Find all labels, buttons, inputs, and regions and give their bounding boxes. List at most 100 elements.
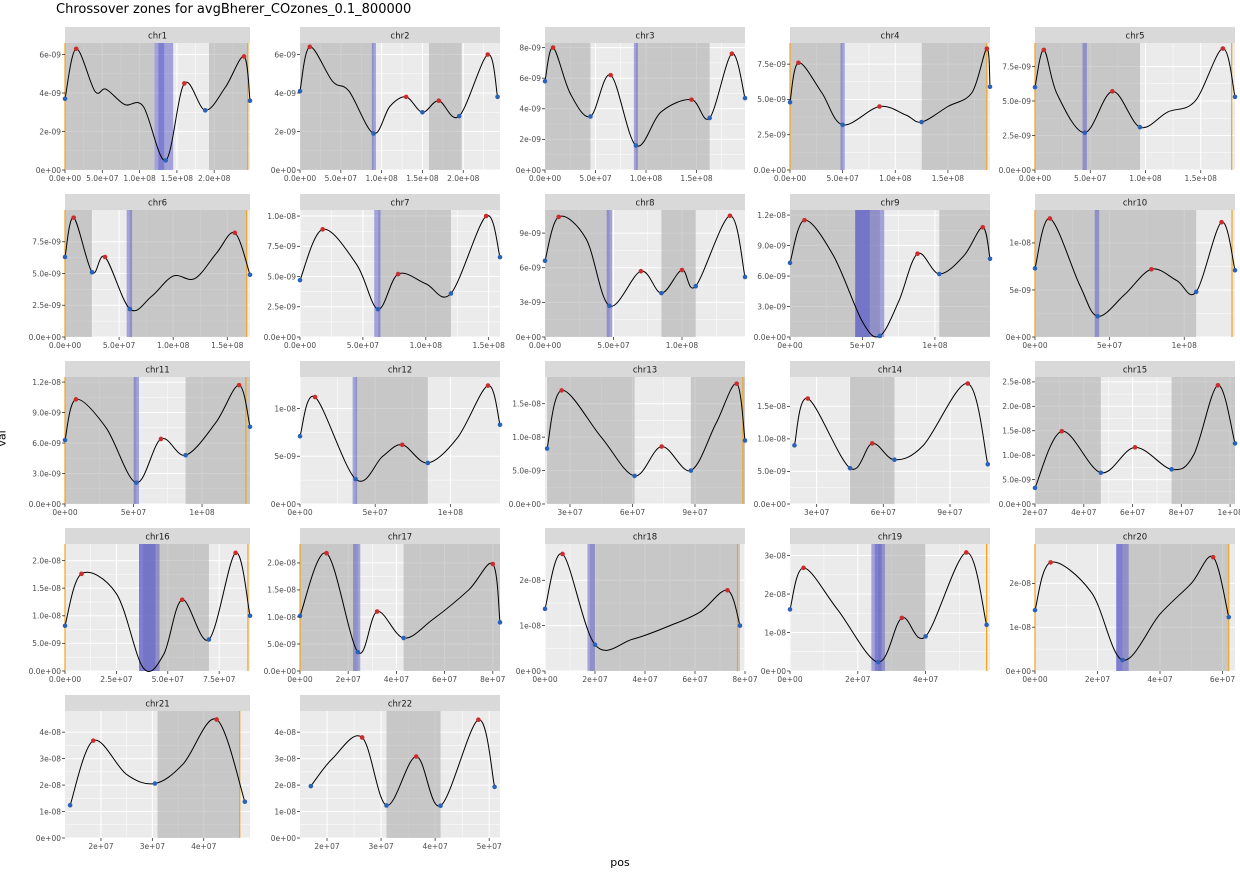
x-tick-label: 4e+07 — [913, 675, 938, 684]
x-tick-label: 1.5e+08 — [161, 174, 194, 183]
y-tick-label: 5.0e-09 — [1002, 97, 1031, 106]
min-point — [242, 799, 248, 805]
y-tick-label: 0e+00 — [516, 333, 541, 342]
crossover-zone — [386, 711, 441, 838]
x-tick-label: 1.0e+08 — [157, 341, 190, 350]
facet-chr7: chr7 0.0e+00 5.0e+07 1.0e+08 1.5e+08 0.0e+00 2… — [264, 194, 505, 350]
x-tick-label: 2e+07 — [1022, 508, 1047, 517]
min-point — [495, 94, 500, 100]
x-tick-label: 0e+00 — [52, 508, 77, 517]
facet-strip — [300, 695, 500, 711]
min-point — [847, 465, 853, 471]
x-tick-label: 2e+07 — [1085, 675, 1110, 684]
y-tick-label: 4e-09 — [39, 89, 61, 98]
blue-zone — [1116, 544, 1123, 671]
min-point — [1032, 607, 1038, 613]
x-tick-label: 2e+07 — [88, 842, 113, 851]
series-line — [544, 215, 746, 307]
min-point — [1082, 130, 1088, 136]
y-tick-label: 4e-09 — [274, 89, 296, 98]
chart-title: Chrossover zones for avgBherer_COzones_0… — [56, 2, 412, 17]
max-point — [1215, 383, 1221, 388]
y-tick-label: 0e+00 — [271, 166, 296, 175]
facet-chr19: chr19 0e+00 2e+07 4e+07 0e+00 1e-08 2e-08 3e-08 — [761, 528, 990, 684]
x-tick-label: 5.0e+07 — [597, 341, 630, 350]
y-tick-label: 3e-08 — [274, 754, 296, 763]
min-point — [742, 438, 748, 443]
x-tick-label: 5.0e+07 — [1074, 174, 1107, 183]
x-tick-label: 3e+07 — [804, 508, 829, 517]
max-point — [90, 738, 96, 743]
max-point — [403, 94, 409, 100]
facet-strip — [1035, 361, 1235, 377]
min-point — [693, 283, 698, 289]
y-tick-label: 1.0e-08 — [1002, 451, 1031, 460]
min-point — [247, 98, 253, 104]
blue-zone — [353, 544, 361, 671]
min-point — [89, 269, 95, 275]
y-tick-label: 6.0e-09 — [32, 439, 61, 448]
y-tick-label: 0.0e+00 — [509, 500, 542, 509]
y-tick-label: 5.0e-09 — [267, 272, 296, 281]
y-tick-label: 7.5e-09 — [267, 242, 296, 251]
x-tick-label: 1.5e+08 — [932, 174, 965, 183]
y-tick-label: 2e-08 — [519, 576, 541, 585]
facet-strip-label: chr19 — [878, 533, 902, 543]
x-tick-label: 0e+00 — [287, 508, 312, 517]
min-point — [787, 260, 793, 266]
x-tick-label: 0.0e+00 — [49, 341, 82, 350]
max-point — [1132, 445, 1138, 450]
y-tick-label: 6e-09 — [519, 74, 541, 83]
crossover-zone — [65, 377, 137, 504]
y-tick-label: 0.0e+00 — [999, 166, 1032, 175]
y-tick-label: 1.0e-08 — [267, 212, 296, 221]
min-point — [1137, 124, 1143, 130]
y-tick-label: 2e-08 — [764, 590, 786, 599]
y-tick-label: 0.0e+00 — [264, 333, 297, 342]
facet-strip — [1035, 528, 1235, 544]
facet-strip-label: chr4 — [881, 32, 900, 42]
facet-strip-label: chr6 — [148, 199, 167, 209]
min-point — [987, 84, 993, 90]
x-tick-label: 0.0e+00 — [529, 341, 562, 350]
min-point — [632, 473, 637, 479]
min-point — [497, 422, 503, 428]
x-tick-label: 3e+07 — [557, 508, 582, 517]
max-point — [233, 550, 238, 556]
blue-zone — [606, 210, 613, 337]
y-tick-label: 0.0e+00 — [754, 166, 787, 175]
crossover-zone — [1171, 377, 1235, 504]
x-tick-label: 1.0e+08 — [1129, 174, 1162, 183]
crossover-zone — [939, 210, 990, 337]
min-point — [420, 109, 425, 115]
blue-zone — [126, 210, 133, 337]
min-point — [840, 122, 845, 128]
min-point — [633, 143, 639, 148]
max-point — [638, 268, 644, 274]
facet-chr21: chr21 2e+07 3e+07 4e+07 0e+00 1e-08 2e-08 3e-08… — [36, 695, 250, 851]
min-point — [923, 634, 928, 639]
x-tick-label: 1.0e+08 — [630, 174, 663, 183]
x-tick-label: 2.5e+07 — [100, 675, 133, 684]
x-tick-label: 0e+00 — [1022, 341, 1047, 350]
x-tick-label: 1.5e+08 — [211, 341, 244, 350]
y-tick-label: 1.5e-08 — [512, 400, 541, 409]
max-point — [796, 60, 801, 66]
y-tick-label: 2.5e-09 — [267, 303, 296, 312]
min-point — [659, 290, 664, 296]
max-point — [232, 230, 238, 236]
y-tick-label: 1.0e-08 — [267, 613, 296, 622]
facet-strip-label: chr5 — [1126, 32, 1145, 42]
crossover-zone — [355, 377, 428, 504]
facet-strip — [65, 695, 250, 711]
x-tick-label: 6e+07 — [682, 675, 707, 684]
crossover-zone — [129, 210, 247, 337]
facet-strip-label: chr2 — [391, 32, 410, 42]
x-tick-label: 1.5e+08 — [406, 174, 439, 183]
y-tick-label: 0e+00 — [516, 166, 541, 175]
min-point — [297, 613, 303, 619]
min-point — [544, 446, 550, 451]
min-point — [588, 114, 593, 119]
x-tick-label: 5.0e+07 — [103, 341, 136, 350]
max-point — [307, 44, 313, 50]
